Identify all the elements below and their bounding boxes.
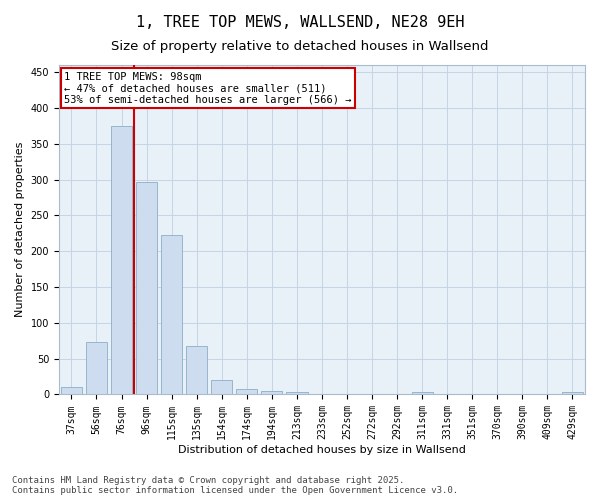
Bar <box>86 342 107 394</box>
Y-axis label: Number of detached properties: Number of detached properties <box>15 142 25 318</box>
Bar <box>186 346 208 395</box>
Text: 1 TREE TOP MEWS: 98sqm
← 47% of detached houses are smaller (511)
53% of semi-de: 1 TREE TOP MEWS: 98sqm ← 47% of detached… <box>64 72 352 105</box>
Bar <box>111 126 132 394</box>
Bar <box>261 391 283 394</box>
Bar <box>136 182 157 394</box>
Bar <box>412 392 433 394</box>
Text: Contains HM Land Registry data © Crown copyright and database right 2025.
Contai: Contains HM Land Registry data © Crown c… <box>12 476 458 495</box>
Bar <box>562 392 583 394</box>
Text: Size of property relative to detached houses in Wallsend: Size of property relative to detached ho… <box>111 40 489 53</box>
Bar <box>286 392 308 394</box>
Bar <box>61 388 82 394</box>
Bar <box>161 236 182 394</box>
Bar <box>236 390 257 394</box>
X-axis label: Distribution of detached houses by size in Wallsend: Distribution of detached houses by size … <box>178 445 466 455</box>
Bar <box>211 380 232 394</box>
Text: 1, TREE TOP MEWS, WALLSEND, NE28 9EH: 1, TREE TOP MEWS, WALLSEND, NE28 9EH <box>136 15 464 30</box>
